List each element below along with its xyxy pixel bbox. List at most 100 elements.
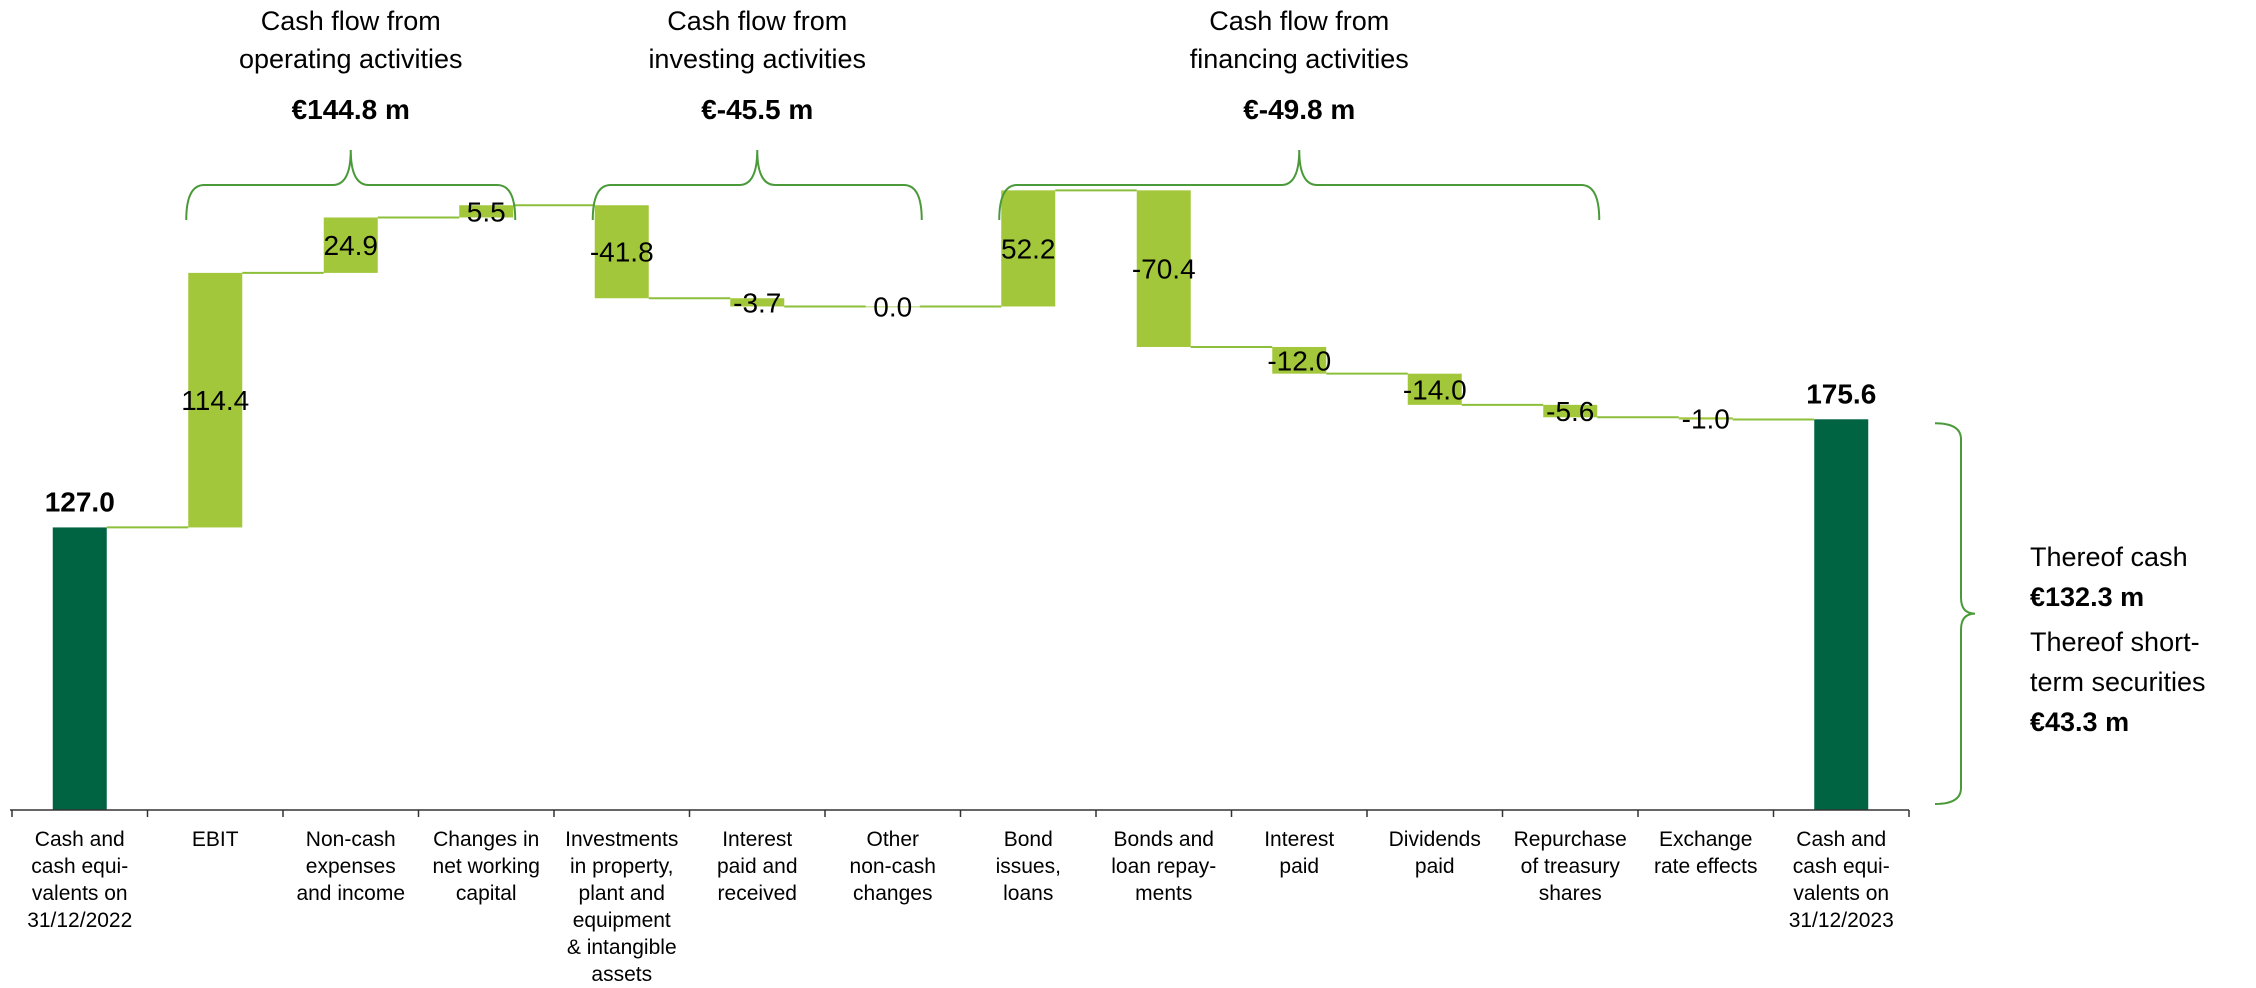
bar [1272,346,1327,374]
bar [188,272,243,528]
group-title: Cash flow from financing activities [1099,2,1499,78]
split-brace [1934,422,1976,805]
category-label-line: Repurchase [1513,828,1627,851]
category-label: EBIT [148,826,284,853]
split-item: Thereof cash €132.3 m [2030,537,2188,617]
category-label-line: cash equi- [31,855,129,878]
split-item: Thereof short-term securities €43.3 m [2030,622,2206,742]
bar [1543,404,1598,418]
group-total: €-45.5 m [701,94,814,125]
value-label: 114.4 [181,385,249,416]
category-label-line: changes [853,882,933,905]
category-label-line: and income [296,882,406,905]
value-label: -70.4 [1132,254,1196,285]
category-label-line: valents on [31,882,128,905]
category-label: Interest paid and received [690,826,826,907]
group-title-line: investing activities [648,44,867,74]
category-label-line: received [717,882,797,905]
category-label-line: ments [1135,882,1193,905]
bar [1814,419,1869,810]
bar [1001,190,1056,307]
split-value: €132.3 m [2030,582,2145,612]
group-title: Cash flow from investing activities [557,2,957,78]
category-label-line: Interest [1264,828,1335,851]
group-title: Cash flow from operating activities [151,2,551,78]
category-label-line: plant and [578,882,665,905]
value-label: -41.8 [590,237,654,268]
category-label-line: paid [1414,855,1455,878]
group-title-line: financing activities [1189,44,1409,74]
category-label: Other non-cash changes [825,826,961,907]
bar [52,527,107,810]
category-label-line: Cash and [1796,828,1887,851]
split-label-line: Thereof cash [2030,542,2188,572]
category-label-line: rate effects [1653,855,1758,878]
category-label: Bond issues, loans [961,826,1097,907]
group-brace [998,149,1601,221]
category-label: Repurchase of treasury shares [1503,826,1639,907]
category-label: Interest paid [1232,826,1368,880]
category-label: Dividends paid [1367,826,1503,880]
category-label: Bonds and loan repay-ments [1096,826,1232,907]
value-label: 0.0 [873,291,912,322]
category-label-line: loan repay- [1111,855,1217,878]
category-label-line: equipment [572,909,671,932]
category-label: Investments in property, plant and equipmen… [554,826,690,988]
category-label-line: Exchange [1659,828,1753,851]
category-label-line: paid [1279,855,1320,878]
bar [730,298,785,307]
category-label-line: of treasury [1520,855,1620,878]
split-label-line: term securities [2030,667,2206,697]
category-label-line: paid and [716,855,798,878]
category-label-line: Non-cash [305,828,396,851]
value-label: -12.0 [1267,345,1331,376]
category-label-line: shares [1538,882,1602,905]
bar [459,205,514,218]
category-label: Cash and cash equi-valents on 31/12/2023 [1774,826,1910,934]
group-title-line: Cash flow from [667,6,848,36]
category-label-line: valents on [1793,882,1890,905]
category-label-line: assets [591,963,653,986]
category-label-line: net working [432,855,540,878]
category-label-line: & intangible [566,936,677,959]
category-label-line: in property, [570,855,674,878]
bar [1407,373,1462,405]
value-label: 5.5 [467,196,506,227]
category-label-line: capital [455,882,517,905]
value-label: -3.7 [733,287,781,318]
category-label-line: Cash and [34,828,125,851]
category-label-line: Investments [565,828,679,851]
category-label-line: issues, [995,855,1061,878]
value-label: 52.2 [1001,233,1056,264]
category-label-line: 31/12/2023 [1788,909,1894,932]
category-label-line: non-cash [849,855,936,878]
group-title-line: Cash flow from [1209,6,1390,36]
category-label-line: Bonds and [1113,828,1214,851]
category-label-line: expenses [305,855,396,878]
bar [865,306,920,308]
category-label-line: EBIT [191,828,239,851]
group-brace [185,149,517,221]
value-label: -14.0 [1403,374,1467,405]
category-label-line: Bond [1003,828,1053,851]
value-label: 175.6 [1806,378,1876,409]
value-label: -5.6 [1546,396,1594,427]
category-label: Exchange rate effects [1638,826,1774,880]
group-total: €144.8 m [291,94,410,125]
group-title-line: operating activities [238,44,463,74]
bar [1136,190,1191,347]
bar [1678,417,1733,420]
category-label-line: Changes in [433,828,540,851]
value-label: -1.0 [1682,403,1730,434]
category-label-line: loans [1003,882,1054,905]
split-label-line: Thereof short- [2030,627,2200,657]
bar [594,205,649,299]
category-label-line: Interest [722,828,793,851]
bar [323,217,378,273]
category-label-line: 31/12/2022 [27,909,133,932]
category-label-line: Dividends [1388,828,1481,851]
category-label: Changes in net working capital [419,826,555,907]
group-brace [591,149,923,221]
category-label-line: Other [866,828,920,851]
